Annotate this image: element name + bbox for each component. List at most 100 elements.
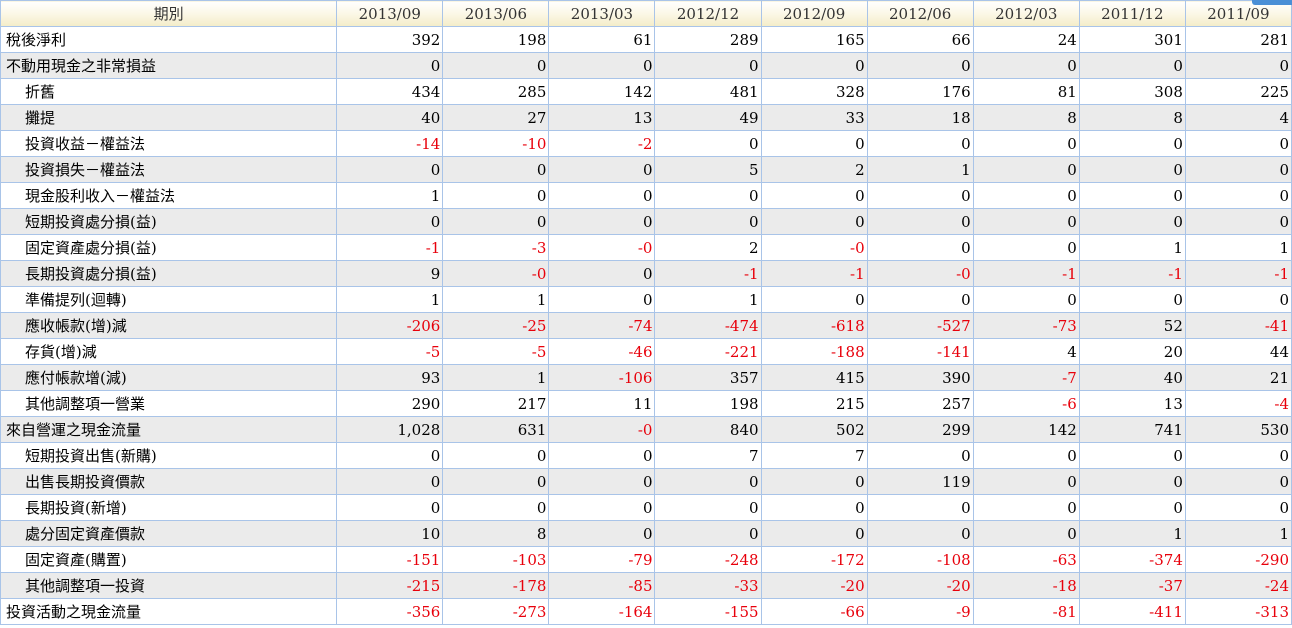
value-cell: -66 (760, 598, 868, 625)
value-cell: -2 (548, 130, 656, 157)
header-period: 2013/06 (442, 0, 550, 27)
value-cell: -0 (548, 234, 656, 261)
value-cell: 1 (1184, 520, 1292, 547)
value-cell: 7 (654, 442, 762, 469)
value-cell: -46 (548, 338, 656, 365)
value-cell: 0 (442, 494, 550, 521)
value-cell: 0 (336, 494, 444, 521)
value-cell: 176 (866, 78, 974, 105)
row-label: 現金股利收入－權益法 (0, 182, 338, 209)
value-cell: 0 (972, 494, 1080, 521)
value-cell: -248 (654, 546, 762, 573)
table-row: 其他調整項一投資 -215 -178 -85 -33 -20 -20 -18 -37 -24 (0, 572, 1292, 599)
value-cell: 0 (1184, 52, 1292, 79)
value-cell: 0 (972, 286, 1080, 313)
value-cell: 0 (866, 520, 974, 547)
value-cell: 0 (760, 286, 868, 313)
value-cell: 11 (548, 390, 656, 417)
value-cell: 0 (548, 494, 656, 521)
value-cell: 40 (1078, 364, 1186, 391)
value-cell: -18 (972, 572, 1080, 599)
value-cell: 81 (972, 78, 1080, 105)
value-cell: 0 (442, 208, 550, 235)
value-cell: -10 (442, 130, 550, 157)
value-cell: 142 (548, 78, 656, 105)
row-label: 固定資產(購置) (0, 546, 338, 573)
value-cell: -85 (548, 572, 656, 599)
value-cell: 66 (866, 26, 974, 53)
value-cell: 9 (336, 260, 444, 287)
value-cell: 0 (972, 468, 1080, 495)
value-cell: -374 (1078, 546, 1186, 573)
value-cell: 0 (866, 52, 974, 79)
value-cell: 8 (1078, 104, 1186, 131)
header-period: 2012/03 (972, 0, 1080, 27)
value-cell: 0 (1078, 208, 1186, 235)
value-cell: 0 (760, 468, 868, 495)
value-cell: -188 (760, 338, 868, 365)
value-cell: 7 (760, 442, 868, 469)
value-cell: -474 (654, 312, 762, 339)
value-cell: -411 (1078, 598, 1186, 625)
value-cell: 0 (548, 156, 656, 183)
table-row: 短期投資處分損(益) 0 0 0 0 0 0 0 0 0 (0, 208, 1292, 235)
value-cell: 0 (866, 286, 974, 313)
value-cell: -618 (760, 312, 868, 339)
value-cell: -63 (972, 546, 1080, 573)
table-row: 投資損失－權益法 0 0 0 5 2 1 0 0 0 (0, 156, 1292, 183)
value-cell: -7 (972, 364, 1080, 391)
value-cell: 0 (972, 208, 1080, 235)
value-cell: 0 (442, 156, 550, 183)
value-cell: -106 (548, 364, 656, 391)
header-period: 2013/09 (336, 0, 444, 27)
value-cell: 0 (1078, 286, 1186, 313)
value-cell: -313 (1184, 598, 1292, 625)
value-cell: 93 (336, 364, 444, 391)
value-cell: 301 (1078, 26, 1186, 53)
value-cell: 0 (760, 494, 868, 521)
value-cell: 0 (866, 130, 974, 157)
table-row: 現金股利收入－權益法 1 0 0 0 0 0 0 0 0 (0, 182, 1292, 209)
value-cell: 0 (548, 442, 656, 469)
value-cell: 0 (548, 208, 656, 235)
value-cell: 1 (866, 156, 974, 183)
value-cell: 1 (1184, 234, 1292, 261)
value-cell: 27 (442, 104, 550, 131)
value-cell: 392 (336, 26, 444, 53)
value-cell: 0 (336, 468, 444, 495)
value-cell: 0 (548, 520, 656, 547)
value-cell: -20 (760, 572, 868, 599)
value-cell: 0 (760, 520, 868, 547)
value-cell: -20 (866, 572, 974, 599)
value-cell: 741 (1078, 416, 1186, 443)
value-cell: -155 (654, 598, 762, 625)
value-cell: 165 (760, 26, 868, 53)
value-cell: 13 (1078, 390, 1186, 417)
value-cell: -41 (1184, 312, 1292, 339)
value-cell: 0 (1078, 494, 1186, 521)
value-cell: 281 (1184, 26, 1292, 53)
table-row: 折舊 434 285 142 481 328 176 81 308 225 (0, 78, 1292, 105)
value-cell: 530 (1184, 416, 1292, 443)
value-cell: 415 (760, 364, 868, 391)
value-cell: 0 (866, 182, 974, 209)
value-cell: 0 (1184, 156, 1292, 183)
value-cell: 1 (336, 286, 444, 313)
header-label: 期別 (0, 0, 338, 27)
value-cell: -206 (336, 312, 444, 339)
value-cell: -0 (442, 260, 550, 287)
value-cell: 0 (442, 468, 550, 495)
value-cell: -33 (654, 572, 762, 599)
row-label: 準備提列(迴轉) (0, 286, 338, 313)
value-cell: 215 (760, 390, 868, 417)
value-cell: -151 (336, 546, 444, 573)
value-cell: -172 (760, 546, 868, 573)
value-cell: 4 (1184, 104, 1292, 131)
row-label: 處分固定資產價款 (0, 520, 338, 547)
value-cell: 1,028 (336, 416, 444, 443)
value-cell: 0 (972, 442, 1080, 469)
table-row: 不動用現金之非常損益 0 0 0 0 0 0 0 0 0 (0, 52, 1292, 79)
value-cell: 0 (1184, 468, 1292, 495)
value-cell: 1 (1078, 234, 1186, 261)
